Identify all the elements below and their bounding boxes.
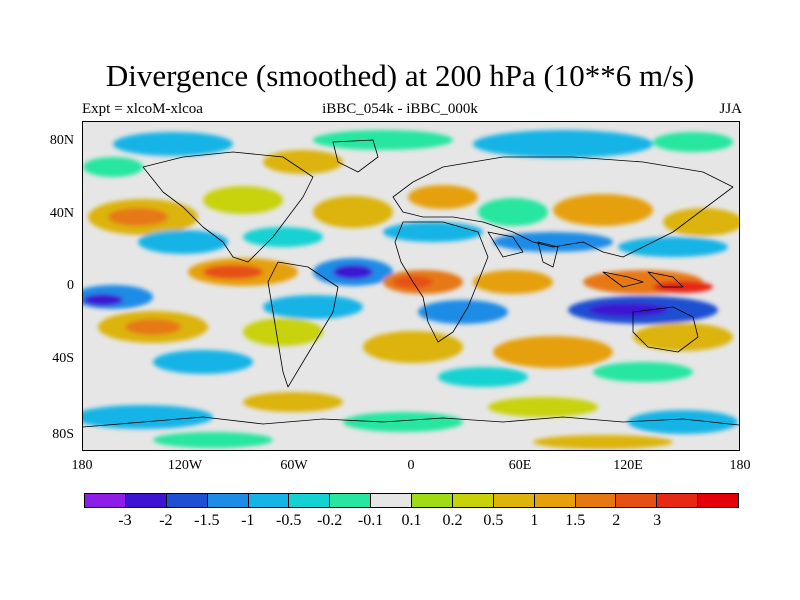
colorbar: [84, 493, 739, 508]
colorbar-label: -1: [241, 512, 255, 529]
coastlines: [83, 139, 739, 428]
lon-label-180e: 180: [729, 458, 751, 473]
map-canvas: [83, 122, 739, 450]
lat-label-40n: 40N: [49, 206, 74, 221]
colorbar-swatch: [412, 494, 453, 507]
colorbar-swatch: [534, 494, 576, 507]
colorbar-label: 0.2: [442, 512, 463, 529]
colorbar-swatch: [657, 494, 699, 507]
lat-label-0: 0: [67, 278, 74, 293]
colorbar-label: -0.2: [316, 512, 343, 529]
lon-label-120e: 120E: [613, 458, 643, 473]
lon-label-0: 0: [407, 458, 415, 473]
divergence-map: [82, 121, 740, 451]
colorbar-label: 0.1: [401, 512, 422, 529]
lon-label-60e: 60E: [508, 458, 532, 473]
colorbar-swatch: [493, 494, 535, 507]
experiment-label: Expt = xlcoM-xlcoa: [82, 101, 203, 117]
colorbar-label: 1: [530, 512, 539, 529]
colorbar-label: -0.1: [357, 512, 384, 529]
plot-title: Divergence (smoothed) at 200 hPa (10**6 …: [105, 58, 695, 93]
colorbar-swatch: [575, 494, 617, 507]
colorbar-swatch: [166, 494, 208, 507]
colorbar-label: -0.5: [276, 512, 302, 529]
colorbar-label: 3: [653, 512, 662, 529]
colorbar-swatch: [248, 494, 290, 507]
colorbar-swatch: [85, 494, 126, 507]
colorbar-swatch: [207, 494, 249, 507]
colorbar-swatch: [125, 494, 167, 507]
lon-label-180w: 180: [71, 458, 93, 473]
colorbar-label: -1.5: [194, 512, 220, 529]
colorbar-swatch: [289, 494, 331, 507]
colorbar-labels: -3 -2 -1.5 -1 -0.5 -0.2 -0.1 0.1 0.2 0.5 1 1.5 2 3: [84, 512, 739, 532]
colorbar-label: 0.5: [483, 512, 504, 529]
lon-label-120w: 120W: [167, 458, 203, 473]
colorbar-swatch: [452, 494, 494, 507]
colorbar-label: -3: [118, 512, 132, 529]
lat-label-40s: 40S: [52, 351, 74, 366]
lat-label-80s: 80S: [52, 427, 74, 442]
lat-label-80n: 80N: [49, 133, 74, 148]
comparison-label: iBBC_054k - iBBC_000k: [322, 101, 478, 117]
colorbar-swatch: [616, 494, 658, 507]
lon-label-60w: 60W: [280, 458, 308, 473]
colorbar-swatch: [698, 494, 738, 507]
colorbar-label: 1.5: [565, 512, 586, 529]
season-label: JJA: [719, 101, 742, 117]
colorbar-swatch: [371, 494, 412, 507]
colorbar-label: 2: [612, 512, 621, 529]
colorbar-label: -2: [159, 512, 173, 529]
colorbar-swatch: [330, 494, 372, 507]
